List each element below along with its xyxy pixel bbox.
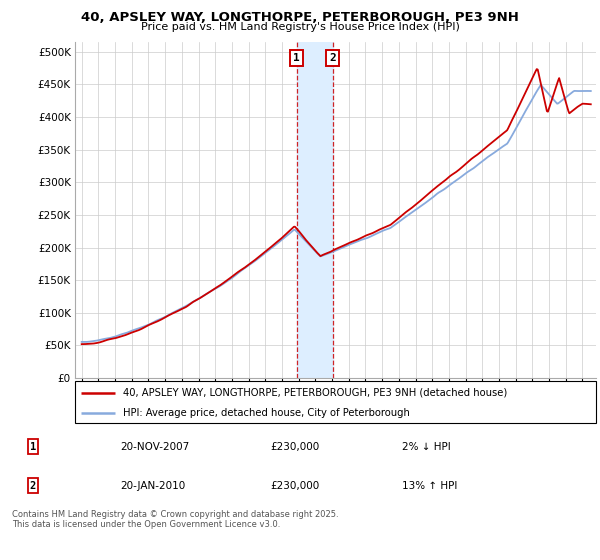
- Text: Price paid vs. HM Land Registry's House Price Index (HPI): Price paid vs. HM Land Registry's House …: [140, 22, 460, 32]
- Text: 40, APSLEY WAY, LONGTHORPE, PETERBOROUGH, PE3 9NH: 40, APSLEY WAY, LONGTHORPE, PETERBOROUGH…: [81, 11, 519, 24]
- Text: 2: 2: [329, 53, 336, 63]
- Text: 2% ↓ HPI: 2% ↓ HPI: [402, 442, 451, 452]
- Text: 40, APSLEY WAY, LONGTHORPE, PETERBOROUGH, PE3 9NH (detached house): 40, APSLEY WAY, LONGTHORPE, PETERBOROUGH…: [123, 388, 507, 398]
- Text: 20-NOV-2007: 20-NOV-2007: [120, 442, 189, 452]
- Text: Contains HM Land Registry data © Crown copyright and database right 2025.
This d: Contains HM Land Registry data © Crown c…: [12, 510, 338, 529]
- Text: HPI: Average price, detached house, City of Peterborough: HPI: Average price, detached house, City…: [123, 408, 410, 418]
- Text: 1: 1: [30, 442, 36, 452]
- Text: £230,000: £230,000: [270, 480, 319, 491]
- Text: 20-JAN-2010: 20-JAN-2010: [120, 480, 185, 491]
- Bar: [296, 42, 333, 378]
- Text: 2: 2: [30, 480, 36, 491]
- Text: 1: 1: [293, 53, 300, 63]
- Text: £230,000: £230,000: [270, 442, 319, 452]
- Text: 13% ↑ HPI: 13% ↑ HPI: [402, 480, 457, 491]
